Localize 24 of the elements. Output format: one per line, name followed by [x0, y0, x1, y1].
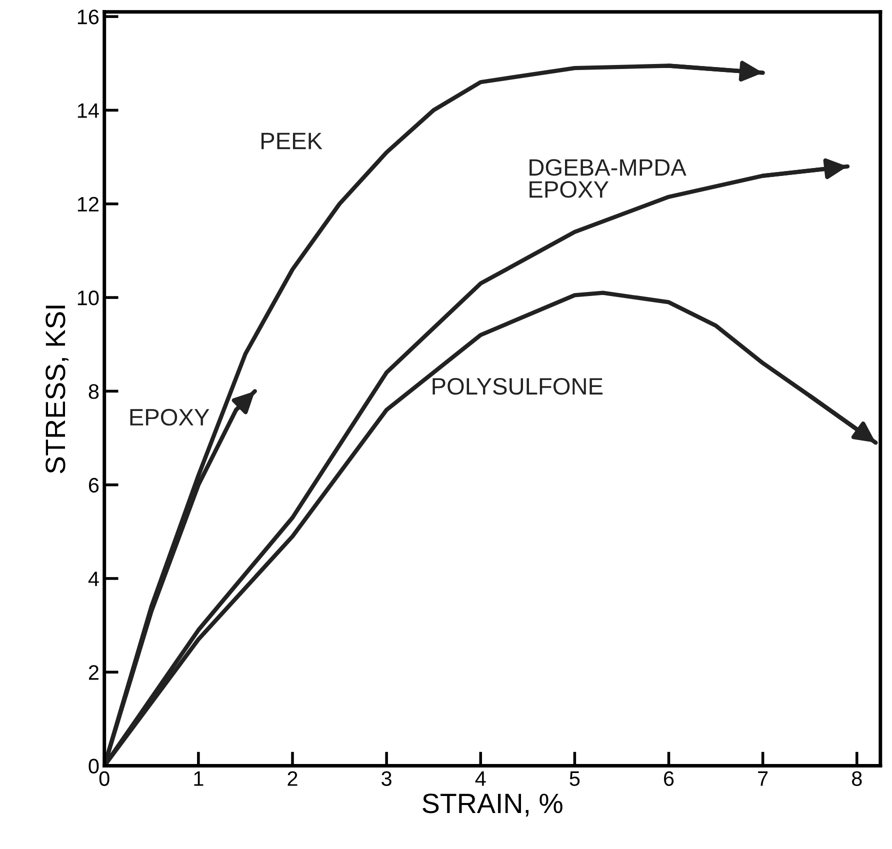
y-tick-label: 0 [88, 758, 99, 774]
text: PEEK [262, 132, 322, 150]
y-tick-label: 4 [88, 572, 99, 586]
x-tick-label: 7 [758, 771, 768, 786]
legend-label: EPOXY [130, 408, 210, 426]
x-tick-label: 1 [194, 771, 204, 786]
y-tick-label: 16 [78, 10, 99, 24]
y-tick-label: 6 [88, 478, 99, 493]
y-tick-label: 8 [88, 384, 99, 399]
series-label: POLYSULFONE [432, 378, 603, 395]
x-tick-label: 8 [852, 771, 862, 786]
y-tick-label: 10 [78, 290, 99, 306]
x-tick-label: 2 [288, 771, 298, 786]
y-tick-label: 2 [88, 665, 98, 680]
y-tick-label: 14 [78, 103, 99, 118]
y-axis-title: STRESS, KSI [46, 306, 69, 474]
y-tick-label: 12 [78, 196, 98, 212]
x-tick-label: 6 [664, 771, 674, 786]
x-tick-label: 5 [570, 771, 580, 786]
series-label: DGEBA-MPDA EPOXY [530, 159, 686, 198]
x-tick-label: 3 [382, 771, 392, 786]
x-tick-label: 0 [99, 771, 110, 786]
x-tick-label: 4 [475, 771, 486, 786]
x-axis-title: STRAIN, % [422, 794, 562, 817]
